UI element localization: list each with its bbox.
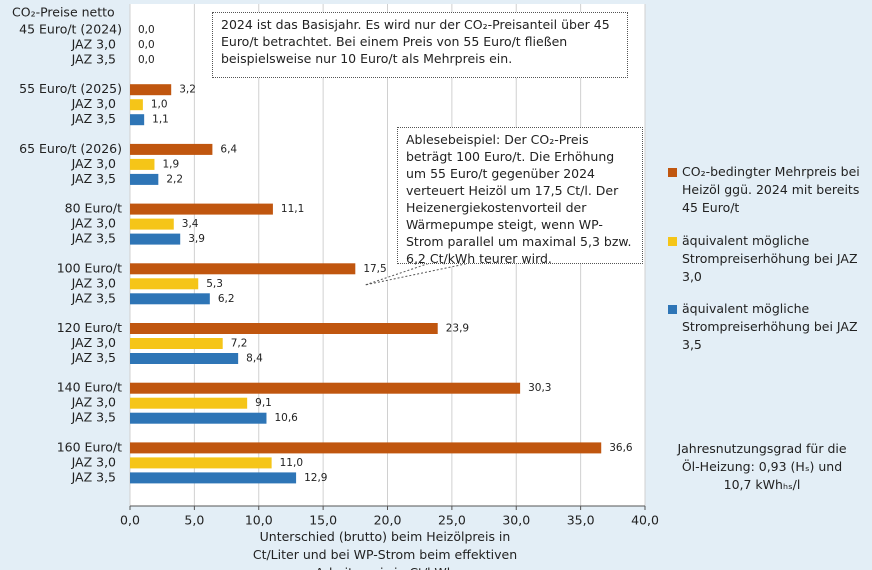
category-label: 80 Euro/t	[65, 201, 122, 216]
legend-item: äquivalent mögliche Strompreiserhöhung b…	[668, 232, 872, 286]
bar	[130, 278, 199, 290]
bar	[130, 442, 602, 454]
row-label: JAZ 3,0	[71, 395, 116, 410]
row-label: JAZ 3,5	[71, 111, 116, 126]
value-label: 8,4	[246, 353, 263, 365]
bar	[130, 323, 438, 334]
legend-label: äquivalent mögliche Strompreiserhöhung b…	[682, 301, 858, 352]
value-label: 9,1	[255, 397, 272, 409]
category-label: 120 Euro/t	[57, 320, 122, 335]
value-label: 23,9	[446, 323, 469, 335]
value-label: 3,4	[182, 218, 199, 230]
bar	[130, 99, 143, 111]
row-label: JAZ 3,5	[71, 231, 116, 246]
row-label: JAZ 3,5	[71, 171, 116, 186]
category-label: 65 Euro/t (2026)	[19, 141, 122, 156]
category-label: 45 Euro/t (2024)	[19, 22, 122, 37]
bar	[130, 263, 356, 275]
x-tick-label: 15,0	[309, 513, 337, 528]
category-label: 140 Euro/t	[57, 380, 122, 395]
value-label: 11,1	[281, 203, 304, 215]
bar	[130, 412, 267, 424]
legend-item: äquivalent mögliche Strompreiserhöhung b…	[668, 300, 872, 354]
value-label: 17,5	[363, 263, 386, 275]
x-tick-label: 0,0	[120, 513, 140, 528]
value-label: 36,6	[609, 442, 633, 454]
value-label: 5,3	[206, 278, 223, 290]
row-label: JAZ 3,5	[71, 410, 116, 425]
value-label: 1,0	[151, 99, 168, 111]
row-label: JAZ 3,0	[71, 275, 116, 290]
value-label: 2,2	[166, 173, 183, 185]
legend-swatch	[668, 305, 677, 314]
bar	[130, 457, 272, 469]
bar	[130, 293, 210, 305]
bar	[130, 338, 223, 349]
bar	[130, 203, 273, 215]
label-header: CO₂-Preise netto	[12, 5, 115, 20]
row-label: JAZ 3,0	[71, 156, 116, 171]
value-label: 1,1	[152, 114, 169, 126]
row-label: JAZ 3,0	[71, 96, 116, 111]
bar	[130, 382, 521, 394]
x-tick-label: 30,0	[502, 513, 530, 528]
bar	[130, 218, 174, 230]
value-label: 6,4	[220, 143, 237, 155]
x-tick-label: 20,0	[374, 513, 402, 528]
row-label: JAZ 3,0	[71, 335, 116, 350]
legend-item: CO₂-bedingter Mehrpreis bei Heizöl ggü. …	[668, 163, 872, 217]
bar	[130, 143, 213, 155]
value-label: 0,0	[138, 39, 155, 51]
x-tick-label: 5,0	[184, 513, 204, 528]
value-label: 0,0	[138, 24, 155, 36]
bar	[130, 114, 145, 126]
x-tick-label: 10,0	[245, 513, 273, 528]
category-label: 160 Euro/t	[57, 439, 122, 454]
legend-swatch	[668, 168, 677, 177]
legend-label: CO₂-bedingter Mehrpreis bei Heizöl ggü. …	[682, 164, 860, 215]
row-label: JAZ 3,5	[71, 350, 116, 365]
value-label: 3,9	[188, 233, 205, 245]
bar	[130, 233, 181, 245]
row-label: JAZ 3,0	[71, 37, 116, 52]
bar	[130, 158, 155, 170]
bar	[130, 173, 159, 185]
x-tick-label: 35,0	[567, 513, 595, 528]
bar	[130, 84, 172, 96]
legend-label: äquivalent mögliche Strompreiserhöhung b…	[682, 233, 858, 284]
row-label: JAZ 3,0	[71, 454, 116, 469]
row-label: JAZ 3,5	[71, 290, 116, 305]
row-label: JAZ 3,5	[71, 469, 116, 484]
value-label: 10,6	[274, 412, 298, 424]
x-axis-title: Unterschied (brutto) beim Heizölpreis in…	[252, 529, 518, 570]
value-label: 0,0	[138, 54, 155, 66]
x-tick-label: 40,0	[631, 513, 659, 528]
row-label: JAZ 3,5	[71, 52, 116, 67]
bar	[130, 397, 248, 409]
annotation: Ablesebeispiel: Der CO₂-Preis beträgt 10…	[397, 127, 643, 266]
value-label: 30,3	[528, 382, 551, 394]
value-label: 1,9	[162, 158, 179, 170]
x-tick-label: 25,0	[438, 513, 466, 528]
bar	[130, 353, 239, 364]
value-label: 12,9	[304, 472, 327, 484]
category-label: 100 Euro/t	[57, 260, 122, 275]
note: Jahresnutzungsgrad für die Öl-Heizung: 0…	[677, 441, 847, 492]
bar	[130, 472, 297, 484]
annotation: 2024 ist das Basisjahr. Es wird nur der …	[212, 12, 628, 78]
legend-swatch	[668, 237, 677, 246]
value-label: 11,0	[280, 457, 303, 469]
row-label: JAZ 3,0	[71, 216, 116, 231]
value-label: 3,2	[179, 84, 196, 96]
value-label: 6,2	[218, 293, 235, 305]
category-label: 55 Euro/t (2025)	[19, 81, 122, 96]
value-label: 7,2	[231, 338, 248, 350]
